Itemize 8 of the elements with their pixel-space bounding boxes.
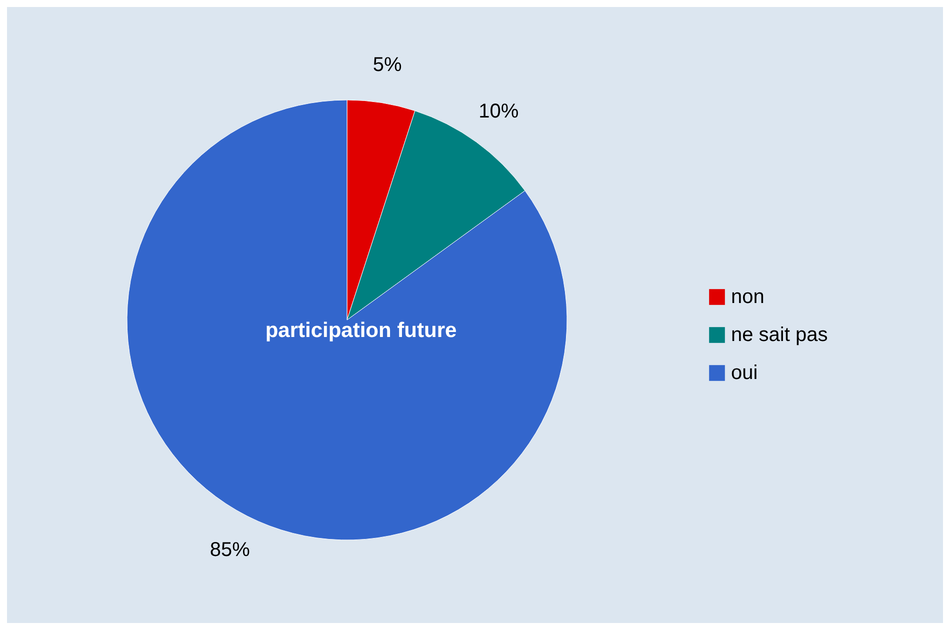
legend-label: ne sait pas xyxy=(731,324,828,346)
legend-label: oui xyxy=(731,362,758,384)
data-label: 85% xyxy=(210,538,250,561)
text: participation future xyxy=(265,319,457,342)
pie-slice xyxy=(126,100,568,540)
data-label: 5% xyxy=(372,54,402,76)
legend-label: non xyxy=(731,286,764,308)
data-label: 10% xyxy=(478,100,519,122)
